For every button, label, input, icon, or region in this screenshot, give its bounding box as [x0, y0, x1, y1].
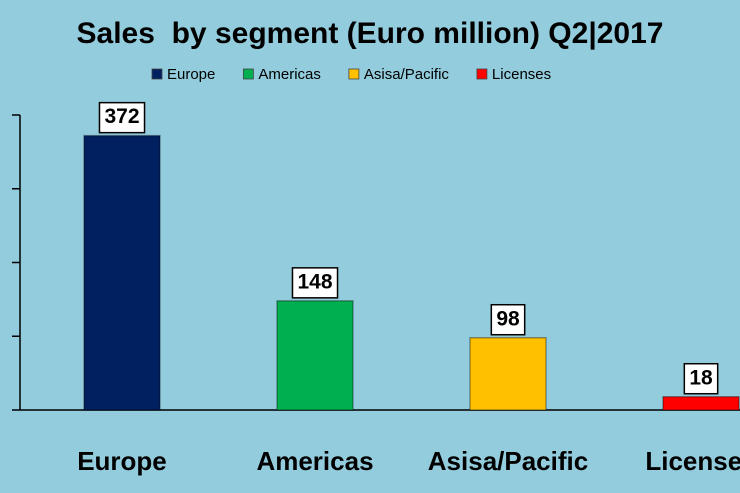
legend-swatch: [476, 68, 488, 80]
value-label-box: [98, 101, 146, 134]
x-tick-label: Americas: [256, 446, 373, 476]
bar: [662, 395, 740, 411]
x-tick-label: Asisa/Pacific: [428, 446, 588, 476]
chart-title: Sales by segment (Euro million) Q2|2017: [77, 17, 664, 50]
value-label: 18: [689, 366, 713, 389]
bar: [276, 300, 354, 411]
bar: [469, 336, 547, 411]
legend-label: Licenses: [492, 66, 551, 83]
legend-label: Asisa/Pacific: [364, 66, 450, 83]
value-label-box: [490, 303, 526, 336]
x-tick-label: Licenses: [645, 446, 740, 476]
bar: [83, 134, 161, 411]
legend-label: Americas: [258, 66, 321, 83]
legend-label: Europe: [167, 66, 215, 83]
value-label: 372: [104, 105, 139, 128]
legend-swatch: [151, 68, 163, 80]
value-label-box: [291, 267, 339, 299]
value-label-box: [683, 362, 719, 395]
value-label: 98: [496, 307, 520, 330]
value-label: 148: [297, 270, 332, 293]
legend-swatch: [348, 68, 360, 80]
x-tick-label: Europe: [77, 446, 167, 476]
legend-swatch: [242, 68, 254, 80]
